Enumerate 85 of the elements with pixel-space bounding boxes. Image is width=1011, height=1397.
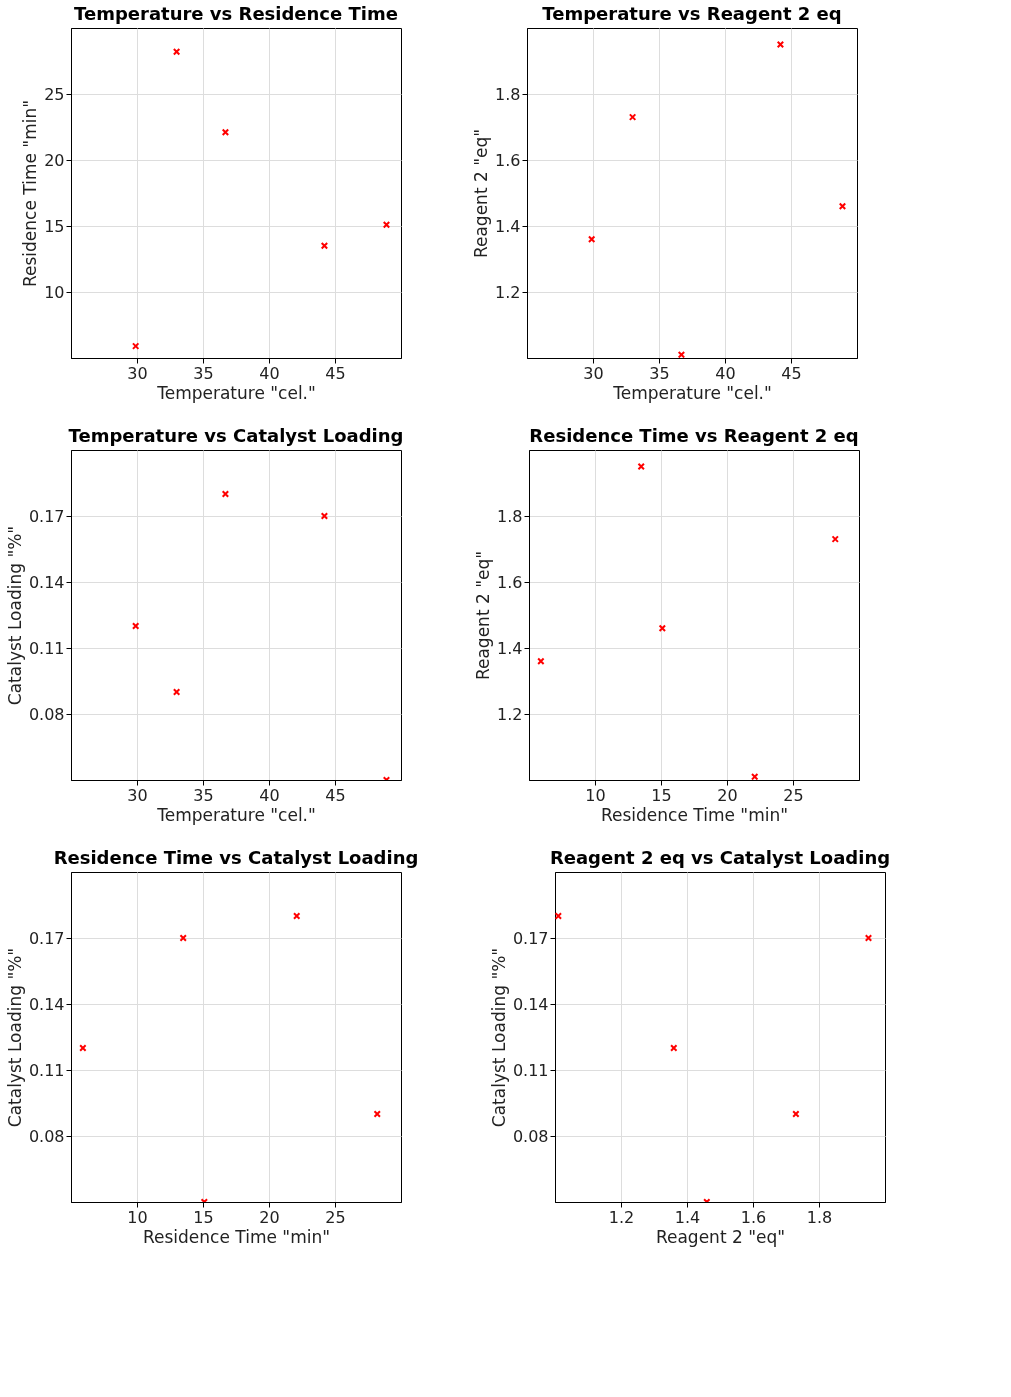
x-tick-label: 1.2 [608, 1207, 635, 1227]
y-tick-label: 0.08 [512, 1126, 549, 1146]
x-tick-label: 1.4 [674, 1207, 701, 1227]
y-tick-label: 0.17 [512, 928, 549, 948]
point [555, 912, 563, 920]
point [131, 622, 140, 630]
chart-title: Reagent 2 eq vs Catalyst Loading [549, 847, 891, 868]
point [79, 1044, 87, 1052]
y-tick-label: 10 [44, 282, 65, 302]
y-axis-title: Catalyst Loading "%" [4, 947, 25, 1128]
point [221, 128, 230, 137]
y-tick-label: 0.08 [28, 704, 65, 724]
point [637, 462, 645, 471]
x-tick-label: 25 [783, 785, 804, 805]
x-axis-title: Temperature "cel." [156, 382, 316, 403]
point [179, 934, 187, 942]
y-axis-title: Reagent 2 "eq" [473, 550, 494, 681]
y-tick-label: 1.8 [497, 506, 523, 526]
point [373, 1110, 381, 1118]
x-tick-label: 35 [193, 363, 214, 383]
y-tick-label: 0.17 [28, 928, 65, 948]
y-axis-title: Catalyst Loading "%" [4, 525, 25, 706]
y-tick-label: 0.14 [28, 994, 65, 1014]
y-tick-label: 1.4 [495, 216, 521, 236]
point [838, 202, 847, 210]
x-tick-label: 1.8 [806, 1207, 833, 1227]
x-tick-label: 35 [193, 785, 214, 805]
x-axis-title: Temperature "cel." [156, 804, 316, 825]
y-tick-label: 1.2 [495, 282, 521, 302]
point [670, 1044, 678, 1052]
x-tick-label: 40 [715, 363, 736, 383]
y-axis-title: Residence Time "min" [20, 99, 41, 288]
x-tick-label: 30 [127, 785, 148, 805]
chart-title: Temperature vs Residence Time [74, 3, 398, 24]
x-tick-label: 45 [781, 363, 802, 383]
x-tick-label: 45 [325, 785, 346, 805]
x-tick-label: 10 [585, 785, 606, 805]
y-tick-label: 0.11 [28, 1060, 65, 1080]
y-tick-label: 1.6 [497, 572, 523, 592]
x-tick-label: 30 [583, 363, 604, 383]
y-tick-label: 25 [44, 84, 65, 104]
point [792, 1110, 800, 1118]
y-axis-title: Catalyst Loading "%" [488, 947, 509, 1128]
chart-title: Temperature vs Catalyst Loading [68, 425, 404, 446]
x-tick-label: 30 [127, 363, 148, 383]
y-tick-label: 1.2 [497, 704, 523, 724]
y-tick-label: 0.11 [28, 638, 65, 658]
x-axis-title: Temperature "cel." [612, 382, 772, 403]
point [320, 242, 329, 250]
x-axis-title: Residence Time "min" [142, 1226, 331, 1247]
x-tick-label: 40 [259, 785, 280, 805]
y-tick-label: 0.08 [28, 1126, 65, 1146]
point [677, 350, 686, 358]
y-tick-label: 1.6 [495, 150, 521, 170]
point [537, 657, 545, 665]
y-tick-label: 0.14 [512, 994, 549, 1014]
y-tick-label: 0.11 [512, 1060, 549, 1080]
y-tick-label: 0.17 [28, 506, 65, 526]
chart-title: Residence Time vs Reagent 2 eq [529, 425, 859, 446]
x-axis-title: Reagent 2 "eq" [655, 1226, 786, 1247]
y-tick-label: 1.8 [495, 84, 521, 104]
x-tick-label: 20 [259, 1207, 280, 1227]
x-tick-label: 35 [649, 363, 670, 383]
x-tick-label: 40 [259, 363, 280, 383]
x-tick-label: 15 [193, 1207, 214, 1227]
x-tick-label: 25 [325, 1207, 346, 1227]
y-axis-title: Reagent 2 "eq" [471, 128, 492, 259]
y-tick-label: 15 [44, 216, 65, 236]
x-tick-label: 45 [325, 363, 346, 383]
point [172, 48, 181, 56]
x-tick-label: 1.6 [740, 1207, 767, 1227]
point [831, 535, 839, 543]
point [776, 40, 785, 49]
y-tick-label: 20 [44, 150, 65, 170]
x-tick-label: 10 [127, 1207, 148, 1227]
point [750, 772, 759, 780]
chart-title: Temperature vs Reagent 2 eq [542, 3, 842, 24]
y-tick-label: 0.14 [28, 572, 65, 592]
x-axis-title: Residence Time "min" [600, 804, 789, 825]
chart-title: Residence Time vs Catalyst Loading [53, 847, 419, 868]
point [292, 912, 301, 920]
x-tick-label: 20 [717, 785, 738, 805]
point [382, 220, 391, 229]
x-tick-label: 15 [651, 785, 672, 805]
y-tick-label: 1.4 [497, 638, 523, 658]
